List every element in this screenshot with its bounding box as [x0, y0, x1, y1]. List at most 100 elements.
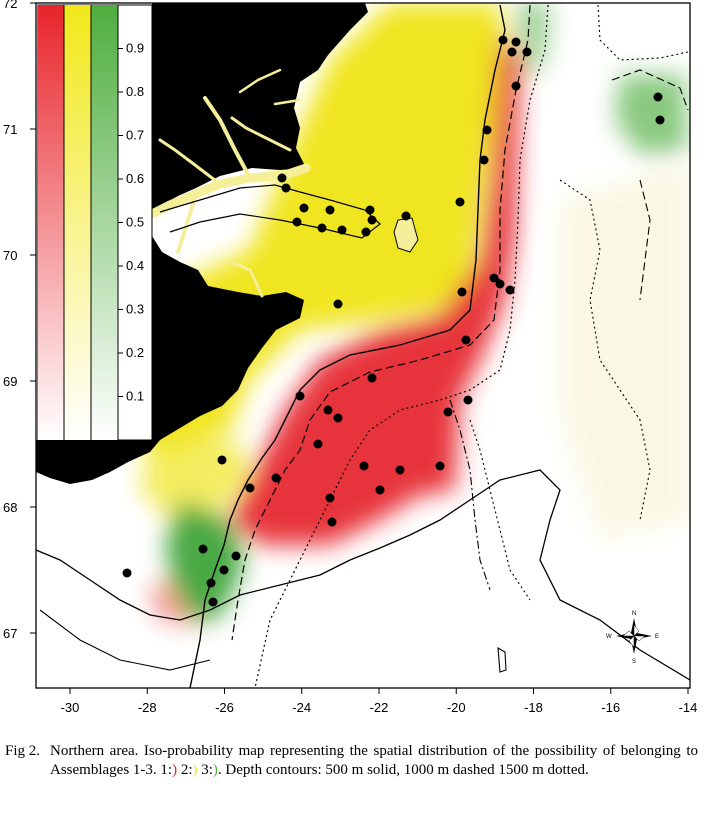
station-point [206, 578, 216, 588]
station-point [323, 405, 333, 415]
x-tick-label: -30 [61, 700, 80, 715]
station-point [359, 461, 369, 471]
x-tick-label: -18 [524, 700, 543, 715]
legend-tick-label: 0.8 [126, 84, 144, 99]
contour-dashdot-south [449, 399, 491, 591]
contour-500m [189, 4, 506, 688]
y-tick-label: 70 [3, 248, 17, 263]
station-point [333, 299, 343, 309]
x-tick-label: -20 [447, 700, 466, 715]
station-point [361, 227, 371, 237]
station-point [367, 373, 377, 383]
x-tick-label: -14 [679, 700, 698, 715]
legend-tick-label: 0.5 [126, 215, 144, 230]
legend-bar-3 [91, 5, 118, 440]
station-point [327, 517, 337, 527]
station-point [281, 183, 291, 193]
station-point [299, 203, 309, 213]
caption-sep-3: 3: [197, 762, 213, 778]
station-point [245, 483, 255, 493]
compass-rose: N S E W [606, 611, 659, 665]
legend-tick-label: 0.1 [126, 389, 144, 404]
assemblage-1-swatch: ) [172, 762, 178, 778]
station-point [507, 47, 517, 57]
legend-bar-1 [38, 5, 64, 440]
station-point [317, 223, 327, 233]
station-point [231, 551, 241, 561]
greenland-landmass [150, 3, 368, 440]
legend-tick-label: 0.7 [126, 128, 144, 143]
green-probability-zone-sw [165, 500, 245, 625]
iso-probability-map: 0.90.80.70.60.50.40.30.20.1 N S E W -30-… [3, 0, 698, 715]
station-point [271, 473, 281, 483]
x-axis: -30 -28 -26 -24 -22 -20 -18 -16 -14 [61, 688, 698, 715]
legend-tick-label: 0.2 [126, 345, 144, 360]
station-point [435, 461, 445, 471]
legend-bar-2 [64, 5, 91, 440]
station-point [198, 544, 208, 554]
station-point [511, 81, 521, 91]
jan-mayen-outline [497, 647, 507, 673]
legend-tick-label: 0.4 [126, 258, 144, 273]
station-point [505, 285, 515, 295]
station-point [653, 92, 663, 102]
contour-1000m-ne [639, 179, 651, 301]
station-point [401, 211, 411, 221]
compass-east-label: E [655, 634, 659, 640]
x-tick-label: -16 [601, 700, 620, 715]
depth-contours [36, 4, 690, 688]
y-tick-label: 68 [3, 500, 17, 515]
y-tick-label: 71 [3, 122, 17, 137]
y-tick-label: 69 [3, 374, 17, 389]
station-point [511, 37, 521, 47]
caption-sep-2: 2: [177, 762, 193, 778]
station-point [461, 335, 471, 345]
y-tick-label: 72 [3, 0, 17, 11]
x-tick-label: -24 [292, 700, 311, 715]
station-point [457, 287, 467, 297]
island [393, 217, 419, 253]
station-point [395, 465, 405, 475]
station-point [443, 407, 453, 417]
station-point [295, 391, 305, 401]
green-probability-zone-ne [615, 75, 688, 155]
station-point [292, 217, 302, 227]
x-tick-label: -26 [215, 700, 234, 715]
compass-south-label: S [632, 659, 636, 665]
station-point [219, 565, 229, 575]
legend-tick-label: 0.9 [126, 41, 144, 56]
station-point [217, 455, 227, 465]
station-point [455, 197, 465, 207]
station-point [277, 173, 287, 183]
probability-legend: 0.9 0.8 0.7 0.6 0.5 0.4 0.3 0.2 0.1 [37, 4, 153, 441]
station-point [375, 485, 385, 495]
station-point [367, 215, 377, 225]
station-point [463, 395, 473, 405]
sampling-stations [122, 35, 665, 607]
station-point [333, 413, 343, 423]
legend-tick-label: 0.3 [126, 302, 144, 317]
station-point [365, 205, 375, 215]
contour-500m-south [36, 469, 690, 681]
caption-text-end: . Depth contours: 500 m solid, 1000 m da… [217, 762, 589, 778]
station-point [122, 568, 132, 578]
contour-1000m-east [611, 69, 689, 111]
assemblage-2-swatch: ) [192, 762, 198, 778]
y-tick-label: 67 [3, 626, 17, 641]
greenland-coast-south [36, 440, 160, 484]
station-point [325, 493, 335, 503]
station-point [495, 279, 505, 289]
compass-west-label: W [606, 634, 612, 640]
station-point [489, 273, 499, 283]
y-axis: 72 71 70 69 68 67 [3, 0, 36, 641]
contour-dotted-south [469, 419, 531, 601]
figure-label: Fig 2. [5, 743, 41, 759]
contour-iceland-shelf [39, 609, 211, 671]
station-point [482, 125, 492, 135]
station-point [479, 155, 489, 165]
station-point [337, 225, 347, 235]
station-point [313, 439, 323, 449]
station-point [208, 597, 218, 607]
contour-1500m [254, 4, 549, 688]
plot-frame [35, 2, 691, 689]
